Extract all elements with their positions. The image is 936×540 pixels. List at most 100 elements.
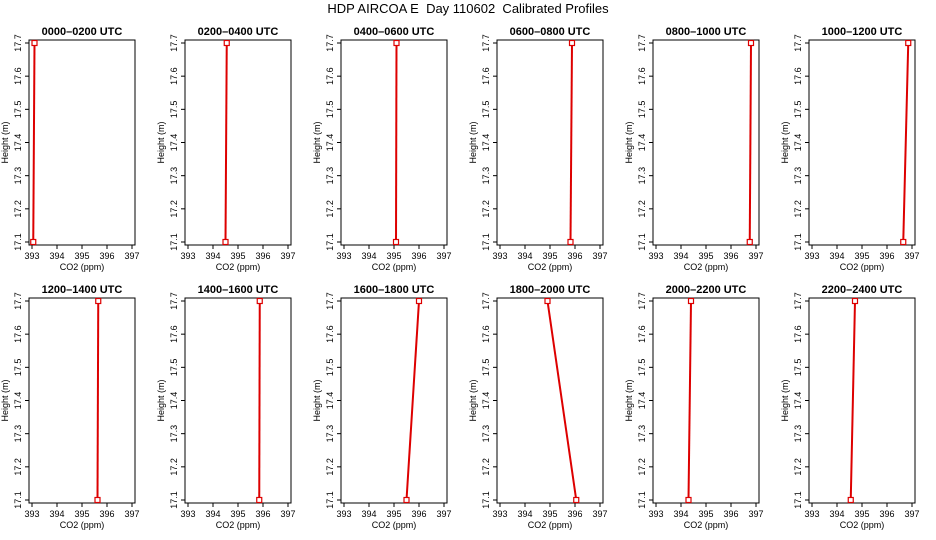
y-tick-label: 17.2 [793, 458, 803, 476]
x-tick-label: 393 [336, 509, 351, 519]
x-axis-label: CO2 (ppm) [372, 262, 417, 272]
y-tick-label: 17.1 [793, 233, 803, 251]
y-tick-label: 17.3 [637, 167, 647, 185]
panel-9: 1800–2000 UTC 393 394 395 396 397 CO2 (ppm) 17.… [468, 284, 608, 530]
profile-line [32, 42, 36, 243]
y-tick-label: 17.7 [793, 292, 803, 310]
y-axis-label: Height (m) [0, 379, 10, 421]
panel-title: 0400–0600 UTC [354, 26, 435, 38]
y-tick-label: 17.4 [793, 392, 803, 410]
data-point [222, 238, 229, 246]
panel-3: 0600–0800 UTC 393 394 395 396 397 CO2 (ppm) 17.… [468, 26, 608, 272]
x-tick-label: 396 [723, 251, 738, 261]
panel-title: 1200–1400 UTC [42, 284, 123, 296]
y-tick-label: 17.3 [793, 425, 803, 443]
panel-4: 0800–1000 UTC 393 394 395 396 397 CO2 (ppm) 17.… [624, 26, 764, 272]
x-tick-label: 393 [648, 251, 663, 261]
y-tick-label: 17.4 [13, 392, 23, 410]
y-axis-label: Height (m) [156, 379, 166, 421]
y-tick-label: 17.3 [13, 167, 23, 185]
y-tick-label: 17.5 [637, 359, 647, 377]
y-axis-label: Height (m) [624, 379, 634, 421]
x-tick-label: 395 [230, 509, 245, 519]
panel-5: 1000–1200 UTC 393 394 395 396 397 CO2 (ppm) 17.… [780, 26, 920, 272]
x-tick-label: 395 [74, 251, 89, 261]
panel-8: 1600–1800 UTC 393 394 395 396 397 CO2 (ppm) 17.… [312, 284, 452, 530]
y-tick-label: 17.6 [793, 67, 803, 85]
y-tick-label: 17.2 [325, 458, 335, 476]
x-tick-label: 396 [99, 509, 114, 519]
plot-frame [652, 297, 760, 504]
y-tick-label: 17.4 [13, 134, 23, 152]
x-axis-label: CO2 (ppm) [684, 520, 729, 530]
x-tick-label: 397 [436, 251, 451, 261]
y-tick-label: 17.4 [793, 134, 803, 152]
x-tick-label: 394 [205, 251, 220, 261]
plot-frame [652, 39, 760, 246]
x-tick-label: 397 [280, 251, 295, 261]
x-tick-label: 394 [829, 509, 844, 519]
panel-11: 2200–2400 UTC 393 394 395 396 397 CO2 (ppm) 17.… [780, 284, 920, 530]
y-axis-label: Height (m) [624, 121, 634, 163]
y-tick-label: 17.5 [325, 359, 335, 377]
y-tick-label: 17.4 [481, 392, 491, 410]
y-tick-label: 17.2 [169, 458, 179, 476]
x-tick-label: 395 [698, 509, 713, 519]
x-tick-label: 397 [904, 251, 919, 261]
y-tick-label: 17.7 [325, 34, 335, 52]
y-tick-label: 17.2 [793, 200, 803, 218]
x-tick-label: 394 [829, 251, 844, 261]
y-tick-label: 17.1 [169, 491, 179, 509]
figure-title: HDP AIRCOA E Day 110602 Calibrated Profi… [327, 1, 609, 16]
x-tick-label: 394 [361, 251, 376, 261]
data-point [223, 39, 230, 47]
x-tick-label: 393 [804, 509, 819, 519]
y-tick-label: 17.7 [169, 292, 179, 310]
data-point [393, 39, 400, 47]
x-axis-label: CO2 (ppm) [372, 520, 417, 530]
x-tick-label: 395 [386, 251, 401, 261]
panel-title: 1600–1800 UTC [354, 284, 435, 296]
data-point [685, 496, 692, 504]
y-tick-label: 17.5 [13, 359, 23, 377]
y-tick-label: 17.6 [481, 325, 491, 343]
y-tick-label: 17.5 [13, 101, 23, 119]
profile-line [96, 300, 100, 501]
plot-frame [496, 39, 604, 246]
profile-line [258, 300, 261, 501]
y-tick-label: 17.3 [169, 167, 179, 185]
x-tick-label: 396 [255, 509, 270, 519]
panel-title: 2200–2400 UTC [822, 284, 903, 296]
x-tick-label: 394 [49, 509, 64, 519]
y-tick-label: 17.1 [637, 233, 647, 251]
x-axis-label: CO2 (ppm) [528, 262, 573, 272]
x-axis-label: CO2 (ppm) [216, 262, 261, 272]
y-tick-label: 17.1 [325, 491, 335, 509]
y-tick-label: 17.4 [169, 134, 179, 152]
panel-title: 0200–0400 UTC [198, 26, 279, 38]
y-tick-label: 17.3 [325, 425, 335, 443]
y-tick-label: 17.4 [325, 392, 335, 410]
y-tick-label: 17.1 [637, 491, 647, 509]
panel-6: 1200–1400 UTC 393 394 395 396 397 CO2 (ppm) 17.… [0, 284, 140, 530]
y-tick-label: 17.7 [13, 292, 23, 310]
y-tick-label: 17.5 [481, 101, 491, 119]
panel-title: 2000–2200 UTC [666, 284, 747, 296]
data-point [900, 238, 907, 246]
x-tick-label: 396 [879, 509, 894, 519]
y-tick-label: 17.4 [325, 134, 335, 152]
x-tick-label: 396 [567, 251, 582, 261]
x-tick-label: 397 [592, 509, 607, 519]
y-tick-label: 17.6 [325, 67, 335, 85]
panel-7: 1400–1600 UTC 393 394 395 396 397 CO2 (ppm) 17.… [156, 284, 296, 530]
y-tick-label: 17.3 [481, 425, 491, 443]
y-tick-label: 17.1 [325, 233, 335, 251]
y-tick-label: 17.6 [325, 325, 335, 343]
y-tick-label: 17.3 [481, 167, 491, 185]
panel-1: 0200–0400 UTC 393 394 395 396 397 CO2 (ppm) 17.… [156, 26, 296, 272]
x-tick-label: 395 [698, 251, 713, 261]
y-tick-label: 17.3 [325, 167, 335, 185]
y-tick-label: 17.2 [169, 200, 179, 218]
y-tick-label: 17.7 [325, 292, 335, 310]
x-tick-label: 396 [723, 509, 738, 519]
